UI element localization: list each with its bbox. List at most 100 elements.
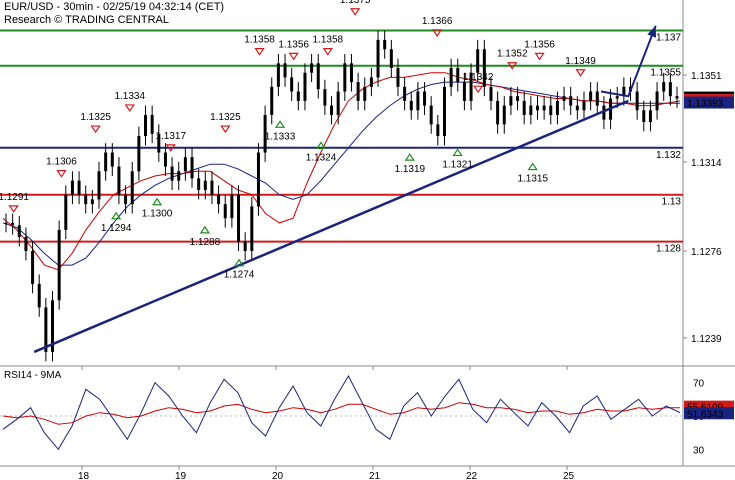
pivot-high-label: 1.1317	[155, 131, 186, 142]
candle-body	[270, 86, 274, 115]
projection-path	[600, 25, 657, 98]
candle-body	[522, 100, 526, 115]
candle-body	[230, 194, 234, 219]
candle-body	[117, 166, 121, 195]
candle-body	[502, 105, 506, 125]
candle-body	[436, 124, 440, 137]
candle-body	[336, 91, 340, 115]
candle-body	[104, 152, 108, 172]
rsi-tag-box	[684, 407, 734, 420]
level-label: 1.132	[656, 150, 681, 161]
candle-body	[237, 194, 241, 242]
candle-body	[383, 39, 387, 50]
price-tick-label: 1.1314	[691, 158, 722, 169]
rsi-line	[2, 374, 681, 451]
candle-body	[569, 96, 573, 106]
time-tick-label: 19	[175, 471, 187, 480]
candle-body	[363, 86, 367, 101]
pivot-high-marker	[124, 104, 135, 113]
candle-body	[655, 91, 659, 111]
candle-body	[648, 110, 652, 122]
pivot-low-marker	[199, 225, 211, 234]
time-tick-label: 18	[78, 471, 90, 480]
level-label: 1.137	[656, 33, 681, 44]
pivot-low-label: 1.1315	[517, 174, 548, 185]
candle-body	[217, 194, 221, 205]
candle-body	[11, 222, 15, 226]
candle-body	[595, 91, 599, 106]
candle-body	[4, 222, 8, 224]
candle-body	[662, 82, 666, 92]
pivot-high-label: 1.1334	[114, 91, 145, 102]
pivot-low-marker	[274, 120, 286, 128]
candle-body	[163, 152, 167, 167]
pivot-high-label: 1.1325	[210, 112, 241, 123]
candle-body	[70, 180, 74, 195]
candle-body	[183, 157, 187, 172]
pivot-high-label: 1.1375	[340, 0, 371, 6]
candle-body	[130, 171, 134, 205]
candle-body	[509, 96, 513, 106]
candle-body	[144, 114, 148, 137]
rsi-title: RSI14 - 9MA	[4, 370, 62, 381]
candle-body	[369, 77, 373, 87]
candle-body	[210, 180, 214, 195]
candle-body	[529, 105, 533, 115]
research-credit: Research © TRADING CENTRAL	[4, 14, 169, 26]
level-label: 1.1355	[650, 68, 681, 79]
price-tick-label: 1.1351	[691, 71, 722, 82]
candle-body	[622, 86, 626, 97]
pivot-high-marker	[254, 48, 265, 56]
candle-body	[429, 105, 433, 125]
candle-body	[170, 166, 174, 181]
candle-body	[84, 194, 88, 205]
candle-body	[64, 194, 68, 230]
time-tick-label: 20	[272, 471, 284, 480]
pivot-high-label: 1.1306	[46, 157, 77, 168]
pivot-low-marker	[452, 148, 463, 157]
pivot-low-label: 1.1300	[142, 209, 173, 220]
price-tag-label: 1.13393	[687, 99, 724, 110]
candle-body	[642, 110, 646, 122]
pivot-high-marker	[431, 29, 443, 37]
candle-body	[442, 86, 446, 137]
candle-body	[203, 180, 207, 191]
pivot-low-label: 1.1324	[306, 152, 337, 163]
price-tick-label: 1.1276	[691, 247, 722, 258]
candle-body	[668, 82, 672, 97]
ma-red-line	[2, 72, 681, 271]
pivot-low-marker	[315, 141, 327, 150]
candle-body	[316, 63, 320, 90]
candle-body	[190, 157, 194, 179]
pivot-high-marker	[507, 62, 518, 70]
candle-body	[403, 86, 407, 101]
pivot-low-marker	[151, 197, 163, 206]
candle-body	[343, 63, 347, 92]
price-tag-box	[684, 96, 734, 109]
candle-body	[535, 105, 539, 111]
candle-body	[90, 199, 94, 205]
candle-body	[555, 100, 559, 115]
candle-body	[635, 91, 639, 111]
candle-body	[542, 105, 546, 111]
pivot-high-marker	[288, 52, 299, 61]
candle-body	[323, 89, 327, 106]
candle-body	[516, 96, 520, 101]
candle-body	[615, 96, 619, 99]
candle-body	[310, 63, 314, 73]
candle-body	[276, 63, 280, 87]
pivot-high-label: 1.1358	[244, 35, 275, 46]
pivot-low-label: 1.1288	[190, 237, 221, 248]
candle-body	[356, 82, 360, 101]
pivot-low-label: 1.1333	[265, 131, 296, 142]
candle-body	[602, 105, 606, 120]
candle-body	[296, 91, 300, 101]
pivot-high-label: 1.1325	[80, 112, 111, 123]
candle-body	[243, 241, 247, 252]
rsi-ma-line	[2, 402, 680, 425]
pivot-high-marker	[165, 144, 176, 152]
time-tick-label: 25	[563, 471, 575, 480]
candle-body	[283, 63, 287, 78]
